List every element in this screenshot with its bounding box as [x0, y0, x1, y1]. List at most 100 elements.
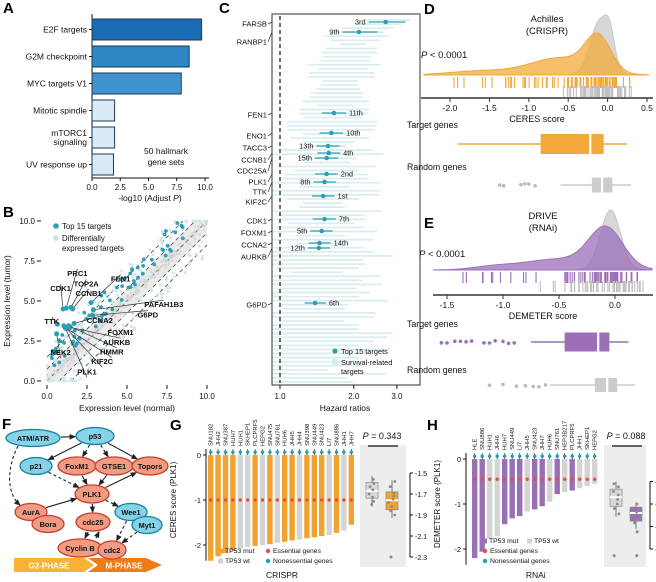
svg-text:1st: 1st: [338, 192, 348, 201]
svg-text:SNU761: SNU761: [555, 428, 561, 450]
svg-text:-2: -2: [194, 541, 201, 550]
svg-text:10.0: 10.0: [19, 217, 35, 226]
svg-text:cdc25: cdc25: [83, 518, 104, 527]
svg-text:p21: p21: [30, 462, 43, 471]
svg-text:4th: 4th: [343, 149, 353, 158]
svg-text:SNU449: SNU449: [312, 424, 318, 446]
svg-text:JHH6: JHH6: [495, 435, 501, 450]
panel-a-chart: E2F targets G2M checkpoint MYC targets V1 M…: [26, 14, 213, 203]
svg-text:0.0: 0.0: [41, 392, 53, 401]
svg-text:TACC3: TACC3: [243, 144, 267, 153]
svg-text:-1.5: -1.5: [415, 471, 427, 478]
svg-text:JHH1: JHH1: [342, 431, 348, 446]
svg-text:HLE: HLE: [473, 438, 479, 450]
svg-text:5.0: 5.0: [143, 183, 155, 192]
svg-text:FoxM1: FoxM1: [65, 462, 88, 471]
svg-text:cdc2: cdc2: [104, 546, 121, 555]
svg-text:JHH5: JHH5: [525, 435, 531, 450]
panel-c-chart: 3rd FARSB 9th RANBP1 11th FEN1 10th ENO1 13th TAC…: [237, 13, 421, 413]
svg-text:HUH1: HUH1: [488, 434, 494, 450]
svg-text:-1: -1: [454, 500, 461, 509]
svg-text:AurA: AurA: [22, 508, 41, 517]
panel-e-chart: -1.5 -1.0 -0.5 0.0 DEMETER score DRIVE(RNAi) P…: [407, 209, 653, 392]
panel-e-drive-raincloud: -1.5 -1.0 -0.5 0.0 DEMETER score DRIVE (RNAi) P…: [375, 205, 656, 415]
svg-text:7.5: 7.5: [24, 257, 36, 266]
svg-text:Random genes: Random genes: [407, 162, 467, 172]
svg-text:5th: 5th: [297, 227, 307, 236]
svg-text:8th: 8th: [300, 178, 310, 187]
svg-text:CCNB1: CCNB1: [76, 289, 103, 298]
svg-text:7.5: 7.5: [161, 392, 173, 401]
svg-text:P < 0.0001: P < 0.0001: [419, 249, 465, 260]
svg-text:HUH6: HUH6: [548, 433, 554, 450]
svg-text:-log10 (Adjust P): -log10 (Adjust P): [118, 193, 181, 203]
svg-text:Expression level (tumor): Expression level (tumor): [2, 255, 12, 347]
svg-text:KIF2C: KIF2C: [91, 357, 113, 366]
svg-text:FEN1: FEN1: [111, 275, 131, 284]
svg-text:SKHEP1: SKHEP1: [246, 423, 252, 446]
svg-text:HEPG2: HEPG2: [261, 426, 267, 446]
svg-text:10.0: 10.0: [197, 183, 213, 192]
svg-text:JHH7: JHH7: [540, 435, 546, 450]
svg-text:MYC targets V1: MYC targets V1: [27, 79, 87, 89]
svg-text:CDC25A: CDC25A: [237, 167, 268, 176]
svg-text:-1.9: -1.9: [415, 513, 427, 520]
panel-g-crispr-barchart: 0 -1 -2 CERES score (PLK1) SNU182 JHH2 SNU387 H…: [160, 415, 430, 582]
svg-text:KIF2C: KIF2C: [245, 198, 267, 207]
svg-text:Hazard ratios: Hazard ratios: [320, 403, 371, 413]
svg-text:ENO1: ENO1: [246, 132, 267, 141]
svg-text:AURKB: AURKB: [103, 338, 131, 347]
svg-text:gene sets: gene sets: [148, 157, 185, 167]
panel-a-hallmark-barchart: E2F targets G2M checkpoint MYC targets V1 M…: [0, 0, 220, 205]
svg-text:-2.0: -2.0: [443, 103, 458, 113]
svg-text:-1.5: -1.5: [440, 300, 455, 310]
svg-text:mTORC1: mTORC1: [51, 128, 87, 138]
svg-text:(RNAi): (RNAi): [529, 223, 558, 234]
svg-text:0.0: 0.0: [86, 183, 98, 192]
svg-text:SNU886: SNU886: [480, 427, 486, 450]
svg-text:TOP2A: TOP2A: [74, 279, 100, 288]
svg-text:PAFAH1B3: PAFAH1B3: [144, 300, 183, 309]
svg-text:9th: 9th: [329, 28, 339, 37]
svg-text:LI7: LI7: [327, 438, 333, 446]
svg-text:targets: targets: [341, 367, 364, 376]
svg-text:TTK: TTK: [44, 317, 59, 326]
svg-text:-0.5: -0.5: [561, 103, 576, 113]
panel-c-label: C: [219, 0, 230, 17]
svg-text:-1.0: -1.0: [496, 300, 511, 310]
svg-text:TP53 mut: TP53 mut: [225, 548, 255, 555]
svg-text:6th: 6th: [329, 299, 339, 308]
svg-text:0: 0: [197, 451, 201, 460]
svg-text:TTK: TTK: [253, 188, 267, 197]
svg-text:LI7: LI7: [518, 442, 524, 450]
svg-text:Nonessential genes: Nonessential genes: [490, 558, 550, 565]
svg-text:2.0: 2.0: [348, 392, 360, 401]
svg-text:0: 0: [457, 455, 461, 464]
svg-text:Target genes: Target genes: [407, 319, 458, 329]
svg-text:PLK1: PLK1: [248, 178, 267, 187]
svg-text:Topors: Topors: [138, 462, 163, 471]
svg-text:JHH7: JHH7: [349, 431, 355, 446]
svg-text:SNU423: SNU423: [533, 427, 539, 450]
svg-text:-1.0: -1.0: [521, 103, 536, 113]
svg-text:CCNA2: CCNA2: [87, 316, 113, 325]
svg-text:TP53 wt: TP53 wt: [225, 558, 250, 565]
svg-text:TP53 mut: TP53 mut: [489, 538, 519, 545]
svg-text:JHH4: JHH4: [298, 431, 304, 446]
svg-text:15th: 15th: [298, 154, 312, 163]
panel-a-label: A: [3, 0, 14, 17]
svg-text:(CRISPR): (CRISPR): [526, 26, 568, 37]
svg-text:-0.5: -0.5: [552, 300, 567, 310]
svg-text:3.0: 3.0: [391, 392, 403, 401]
svg-text:PLK1: PLK1: [77, 367, 97, 376]
svg-text:CRISPR: CRISPR: [266, 570, 298, 580]
svg-text:-2.3: -2.3: [415, 555, 427, 562]
panel-d-achilles-raincloud: -2.0 -1.5 -1.0 -0.5 0.0 0.5 CERES score Achille…: [375, 0, 656, 205]
svg-text:0.0: 0.0: [602, 103, 614, 113]
svg-text:RNAi: RNAi: [526, 570, 546, 580]
svg-text:E2F targets: E2F targets: [43, 25, 87, 35]
svg-text:SNU761: SNU761: [275, 424, 281, 446]
